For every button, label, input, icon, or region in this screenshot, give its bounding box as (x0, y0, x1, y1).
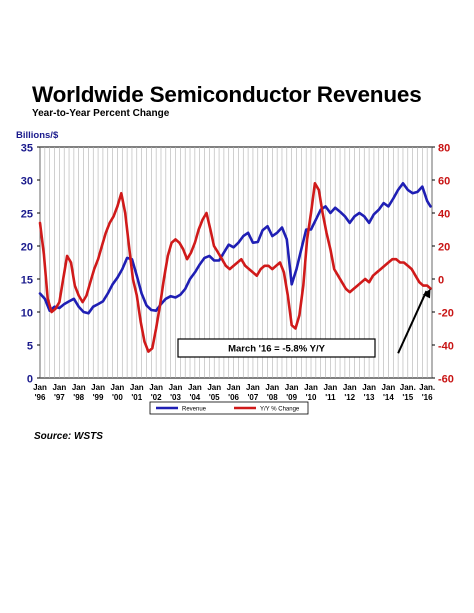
x-tick-label-bottom: '08 (267, 393, 278, 402)
x-tick-label-bottom: '16 (422, 393, 433, 402)
y-left-tick-label: 0 (27, 374, 33, 386)
annotation-arrow-head (422, 288, 431, 299)
x-tick-label-top: Jan (323, 383, 337, 392)
x-tick-label-bottom: '00 (112, 393, 123, 402)
x-tick-label-top: Jan (246, 383, 260, 392)
y-right-tick-label: 40 (438, 209, 450, 221)
x-tick-label-bottom: '02 (151, 393, 162, 402)
y-left-tick-label: 30 (21, 176, 33, 188)
y-right-tick-label: 60 (438, 176, 450, 188)
y-right-tick-label: -60 (438, 374, 454, 386)
y-right-tick-label: 20 (438, 242, 450, 254)
x-tick-label-bottom: '10 (306, 393, 317, 402)
annotation-text: March '16 = -5.8% Y/Y (228, 344, 326, 355)
y-left-tick-label: 20 (21, 242, 33, 254)
x-tick-label-top: Jan (72, 383, 86, 392)
x-tick-label-bottom: '99 (93, 393, 104, 402)
legend-label: Revenue (182, 407, 207, 413)
y-left-tick-label: 10 (21, 308, 33, 320)
series-line-revenue (38, 182, 432, 315)
x-tick-label-bottom: '09 (286, 393, 297, 402)
x-tick-label-bottom: '05 (209, 393, 220, 402)
x-tick-label-bottom: '01 (131, 393, 142, 402)
x-tick-label-top: Jan (188, 383, 202, 392)
x-tick-label-top: Jan. (400, 383, 416, 392)
legend-label: Y/Y % Change (260, 407, 300, 413)
x-tick-label-bottom: '98 (73, 393, 84, 402)
x-tick-label-top: Jan (343, 383, 357, 392)
y-left-tick-label: 35 (21, 143, 33, 155)
x-tick-label-bottom: '06 (228, 393, 239, 402)
series-line-y-y-change (38, 182, 432, 353)
x-tick-label-bottom: '15 (402, 393, 413, 402)
x-tick-label-bottom: '13 (364, 393, 375, 402)
x-tick-label-bottom: '11 (325, 393, 336, 402)
x-tick-label-bottom: '04 (189, 393, 200, 402)
x-tick-label-top: Jan (207, 383, 221, 392)
x-tick-label-bottom: '03 (170, 393, 181, 402)
x-tick-label-bottom: '97 (54, 393, 65, 402)
x-tick-label-top: Jan (130, 383, 144, 392)
x-tick-label-top: Jan (362, 383, 376, 392)
y-left-axis-label: Billions/$ (16, 130, 59, 141)
x-tick-label-top: Jan (33, 383, 47, 392)
x-tick-label-bottom: '96 (35, 393, 46, 402)
y-right-tick-label: -20 (438, 308, 454, 320)
x-tick-label-top: Jan (285, 383, 299, 392)
x-tick-label-top: Jan (304, 383, 318, 392)
annotation-box (177, 338, 376, 358)
x-tick-label-top: Jan (227, 383, 241, 392)
y-right-tick-label: -40 (438, 341, 454, 353)
page-subtitle: Year-to-Year Percent Change (32, 108, 170, 119)
x-tick-label-top: Jan (111, 383, 125, 392)
page-title: Worldwide Semiconductor Revenues (32, 82, 422, 107)
x-tick-label-top: Jan (265, 383, 279, 392)
x-tick-label-bottom: '07 (248, 393, 259, 402)
y-right-tick-label: 0 (438, 275, 444, 287)
y-left-tick-label: 25 (21, 209, 33, 221)
x-tick-label-bottom: '12 (344, 393, 355, 402)
x-tick-label-top: Jan (52, 383, 66, 392)
x-tick-label-top: Jan (149, 383, 163, 392)
legend-box (149, 401, 309, 415)
x-tick-label-bottom: '14 (383, 393, 394, 402)
y-right-tick-label: 80 (438, 143, 450, 155)
y-left-tick-label: 5 (27, 341, 33, 353)
annotation-arrow-line (397, 290, 428, 354)
x-tick-label-top: Jan (382, 383, 396, 392)
x-tick-label-top: Jan. (419, 383, 435, 392)
source-note: Source: WSTS (34, 431, 103, 442)
x-tick-label-top: Jan (169, 383, 183, 392)
x-tick-label-top: Jan (91, 383, 105, 392)
y-left-tick-label: 15 (21, 275, 33, 287)
